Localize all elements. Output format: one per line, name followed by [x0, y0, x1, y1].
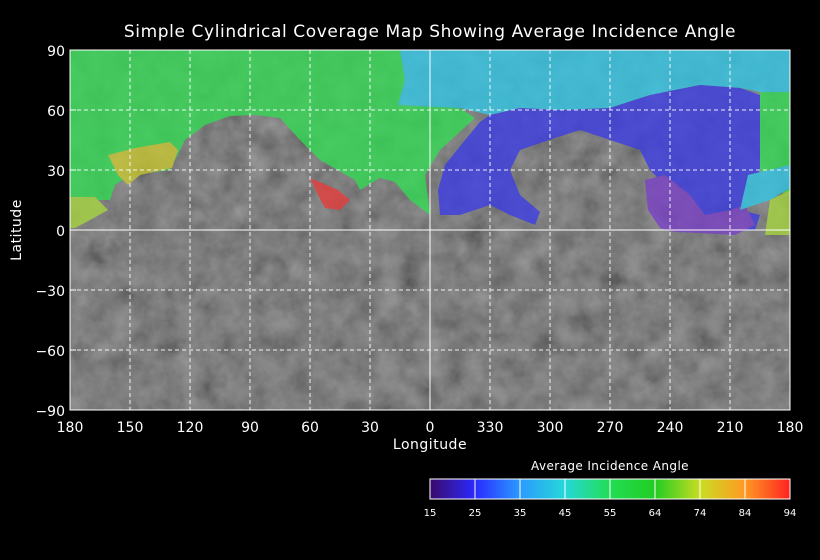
x-tick-label: 210	[717, 420, 744, 436]
x-axis-label: Longitude	[392, 437, 468, 453]
x-tick-label: 150	[117, 420, 144, 436]
x-tick-label: 180	[777, 420, 804, 436]
y-tick-label: −60	[35, 344, 65, 360]
map-axes-zero-lines	[70, 50, 790, 410]
map-grid	[70, 50, 790, 410]
coverage-cyan-east	[740, 165, 790, 210]
x-tick-labels: 180 150 120 90 60 30 0 330 300 270 240 2…	[57, 420, 804, 436]
y-tick-label: 30	[47, 164, 65, 180]
colorbar-ticks	[474, 479, 746, 499]
x-tick-label: 120	[177, 420, 204, 436]
colorbar-tick-label: 94	[784, 508, 797, 519]
colorbar-tick-label: 84	[739, 508, 752, 519]
colorbar-tick-label: 64	[649, 508, 662, 519]
colorbar-tick-label: 45	[559, 508, 572, 519]
x-tick-label: 330	[477, 420, 504, 436]
coverage-green-north	[70, 50, 475, 215]
x-tick-label: 180	[57, 420, 84, 436]
colorbar-tick-label: 35	[514, 508, 527, 519]
coverage-yellowgreen-east	[765, 190, 790, 235]
coverage-yellowgreen-west	[70, 197, 108, 228]
y-tick-label: 90	[47, 44, 65, 60]
colorbar-tick-labels: 15 25 35 45 55 64 74 84 94	[424, 508, 797, 519]
x-tick-label: 300	[537, 420, 564, 436]
colorbar-tick-label: 25	[469, 508, 482, 519]
x-tick-label: 90	[241, 420, 259, 436]
coverage-red	[310, 178, 350, 210]
colorbar-tick-label: 55	[604, 508, 617, 519]
y-tick-label: −30	[35, 284, 65, 300]
colorbar-tick-label: 15	[424, 508, 437, 519]
coverage-yellow	[108, 142, 178, 185]
map-title: Simple Cylindrical Coverage Map Showing …	[123, 22, 737, 42]
x-tick-label: 60	[301, 420, 319, 436]
x-tick-label: 270	[597, 420, 624, 436]
x-tick-label: 0	[426, 420, 435, 436]
colorbar-tick-label: 74	[694, 508, 707, 519]
y-tick-labels: 90 60 30 0 −30 −60 −90	[35, 44, 65, 420]
coverage-purple	[645, 175, 755, 235]
colorbar-title: Average Incidence Angle	[531, 459, 689, 473]
y-ticks	[70, 49, 76, 411]
y-tick-label: −90	[35, 404, 65, 420]
x-tick-label: 30	[361, 420, 379, 436]
x-tick-label: 240	[657, 420, 684, 436]
y-tick-label: 0	[56, 224, 65, 240]
coverage-cyan-north	[398, 50, 790, 115]
y-tick-label: 60	[47, 104, 65, 120]
